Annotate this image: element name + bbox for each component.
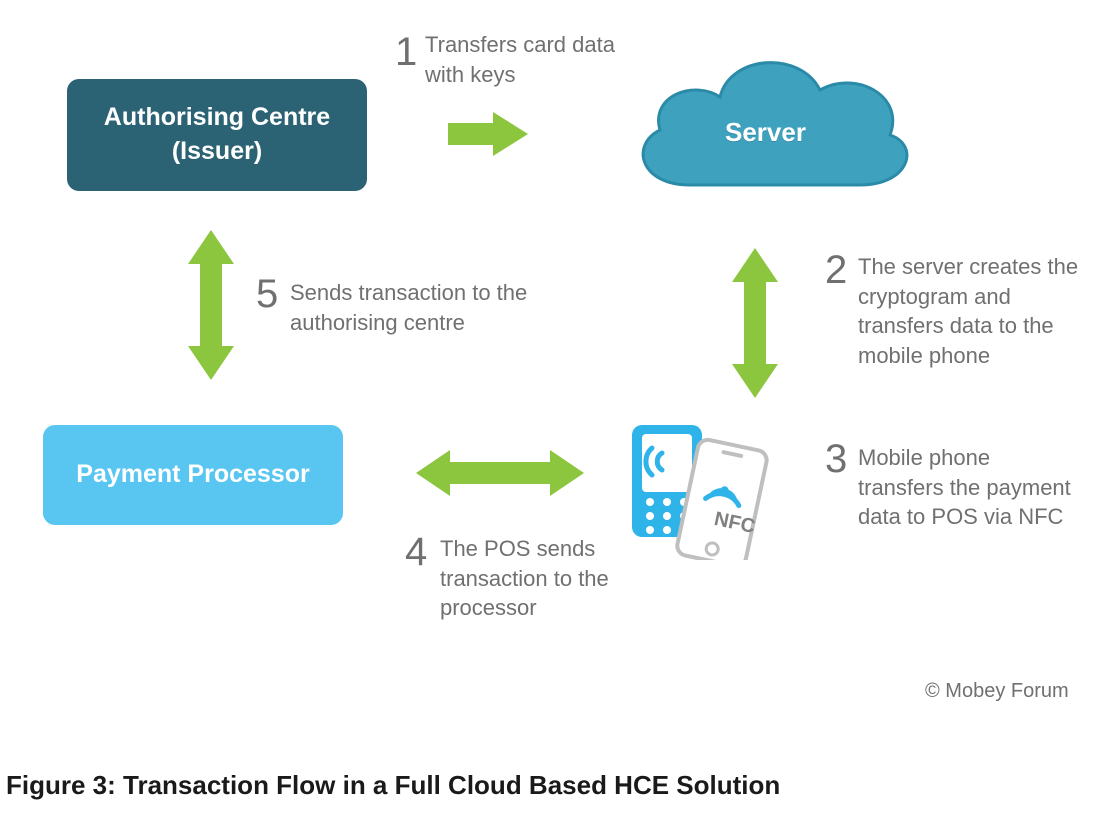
authorising-label-line1: Authorising Centre bbox=[104, 103, 330, 131]
diagram-canvas: Authorising Centre (Issuer) Server Payme… bbox=[0, 0, 1109, 818]
step2-number: 2 bbox=[825, 248, 847, 293]
authorising-label-line2: (Issuer) bbox=[172, 137, 262, 165]
figure-caption: Figure 3: Transaction Flow in a Full Clo… bbox=[6, 770, 780, 801]
copyright-text: © Mobey Forum bbox=[925, 680, 1069, 703]
step4-text: The POS sends transaction to the process… bbox=[440, 534, 640, 623]
phone-nfc-icon: NFC bbox=[622, 420, 792, 560]
step3-text: Mobile phone transfers the payment data … bbox=[858, 443, 1078, 532]
step1-number: 1 bbox=[395, 30, 417, 75]
arrow-step4 bbox=[416, 450, 584, 501]
step3-number: 3 bbox=[825, 437, 847, 482]
step2-text: The server creates the cryptogram and tr… bbox=[858, 252, 1088, 371]
node-server-cloud: Server bbox=[620, 35, 915, 220]
arrow-step5 bbox=[188, 230, 234, 385]
node-authorising-centre: Authorising Centre (Issuer) bbox=[67, 79, 367, 191]
payment-processor-label: Payment Processor bbox=[76, 458, 309, 492]
step5-number: 5 bbox=[256, 272, 278, 317]
step5-text: Sends transaction to the authorising cen… bbox=[290, 278, 570, 337]
arrow-step1 bbox=[448, 112, 528, 161]
arrow-step2 bbox=[732, 248, 778, 403]
step4-number: 4 bbox=[405, 530, 427, 575]
step1-text: Transfers card data with keys bbox=[425, 30, 625, 89]
node-payment-processor: Payment Processor bbox=[43, 425, 343, 525]
server-label: Server bbox=[725, 117, 806, 148]
